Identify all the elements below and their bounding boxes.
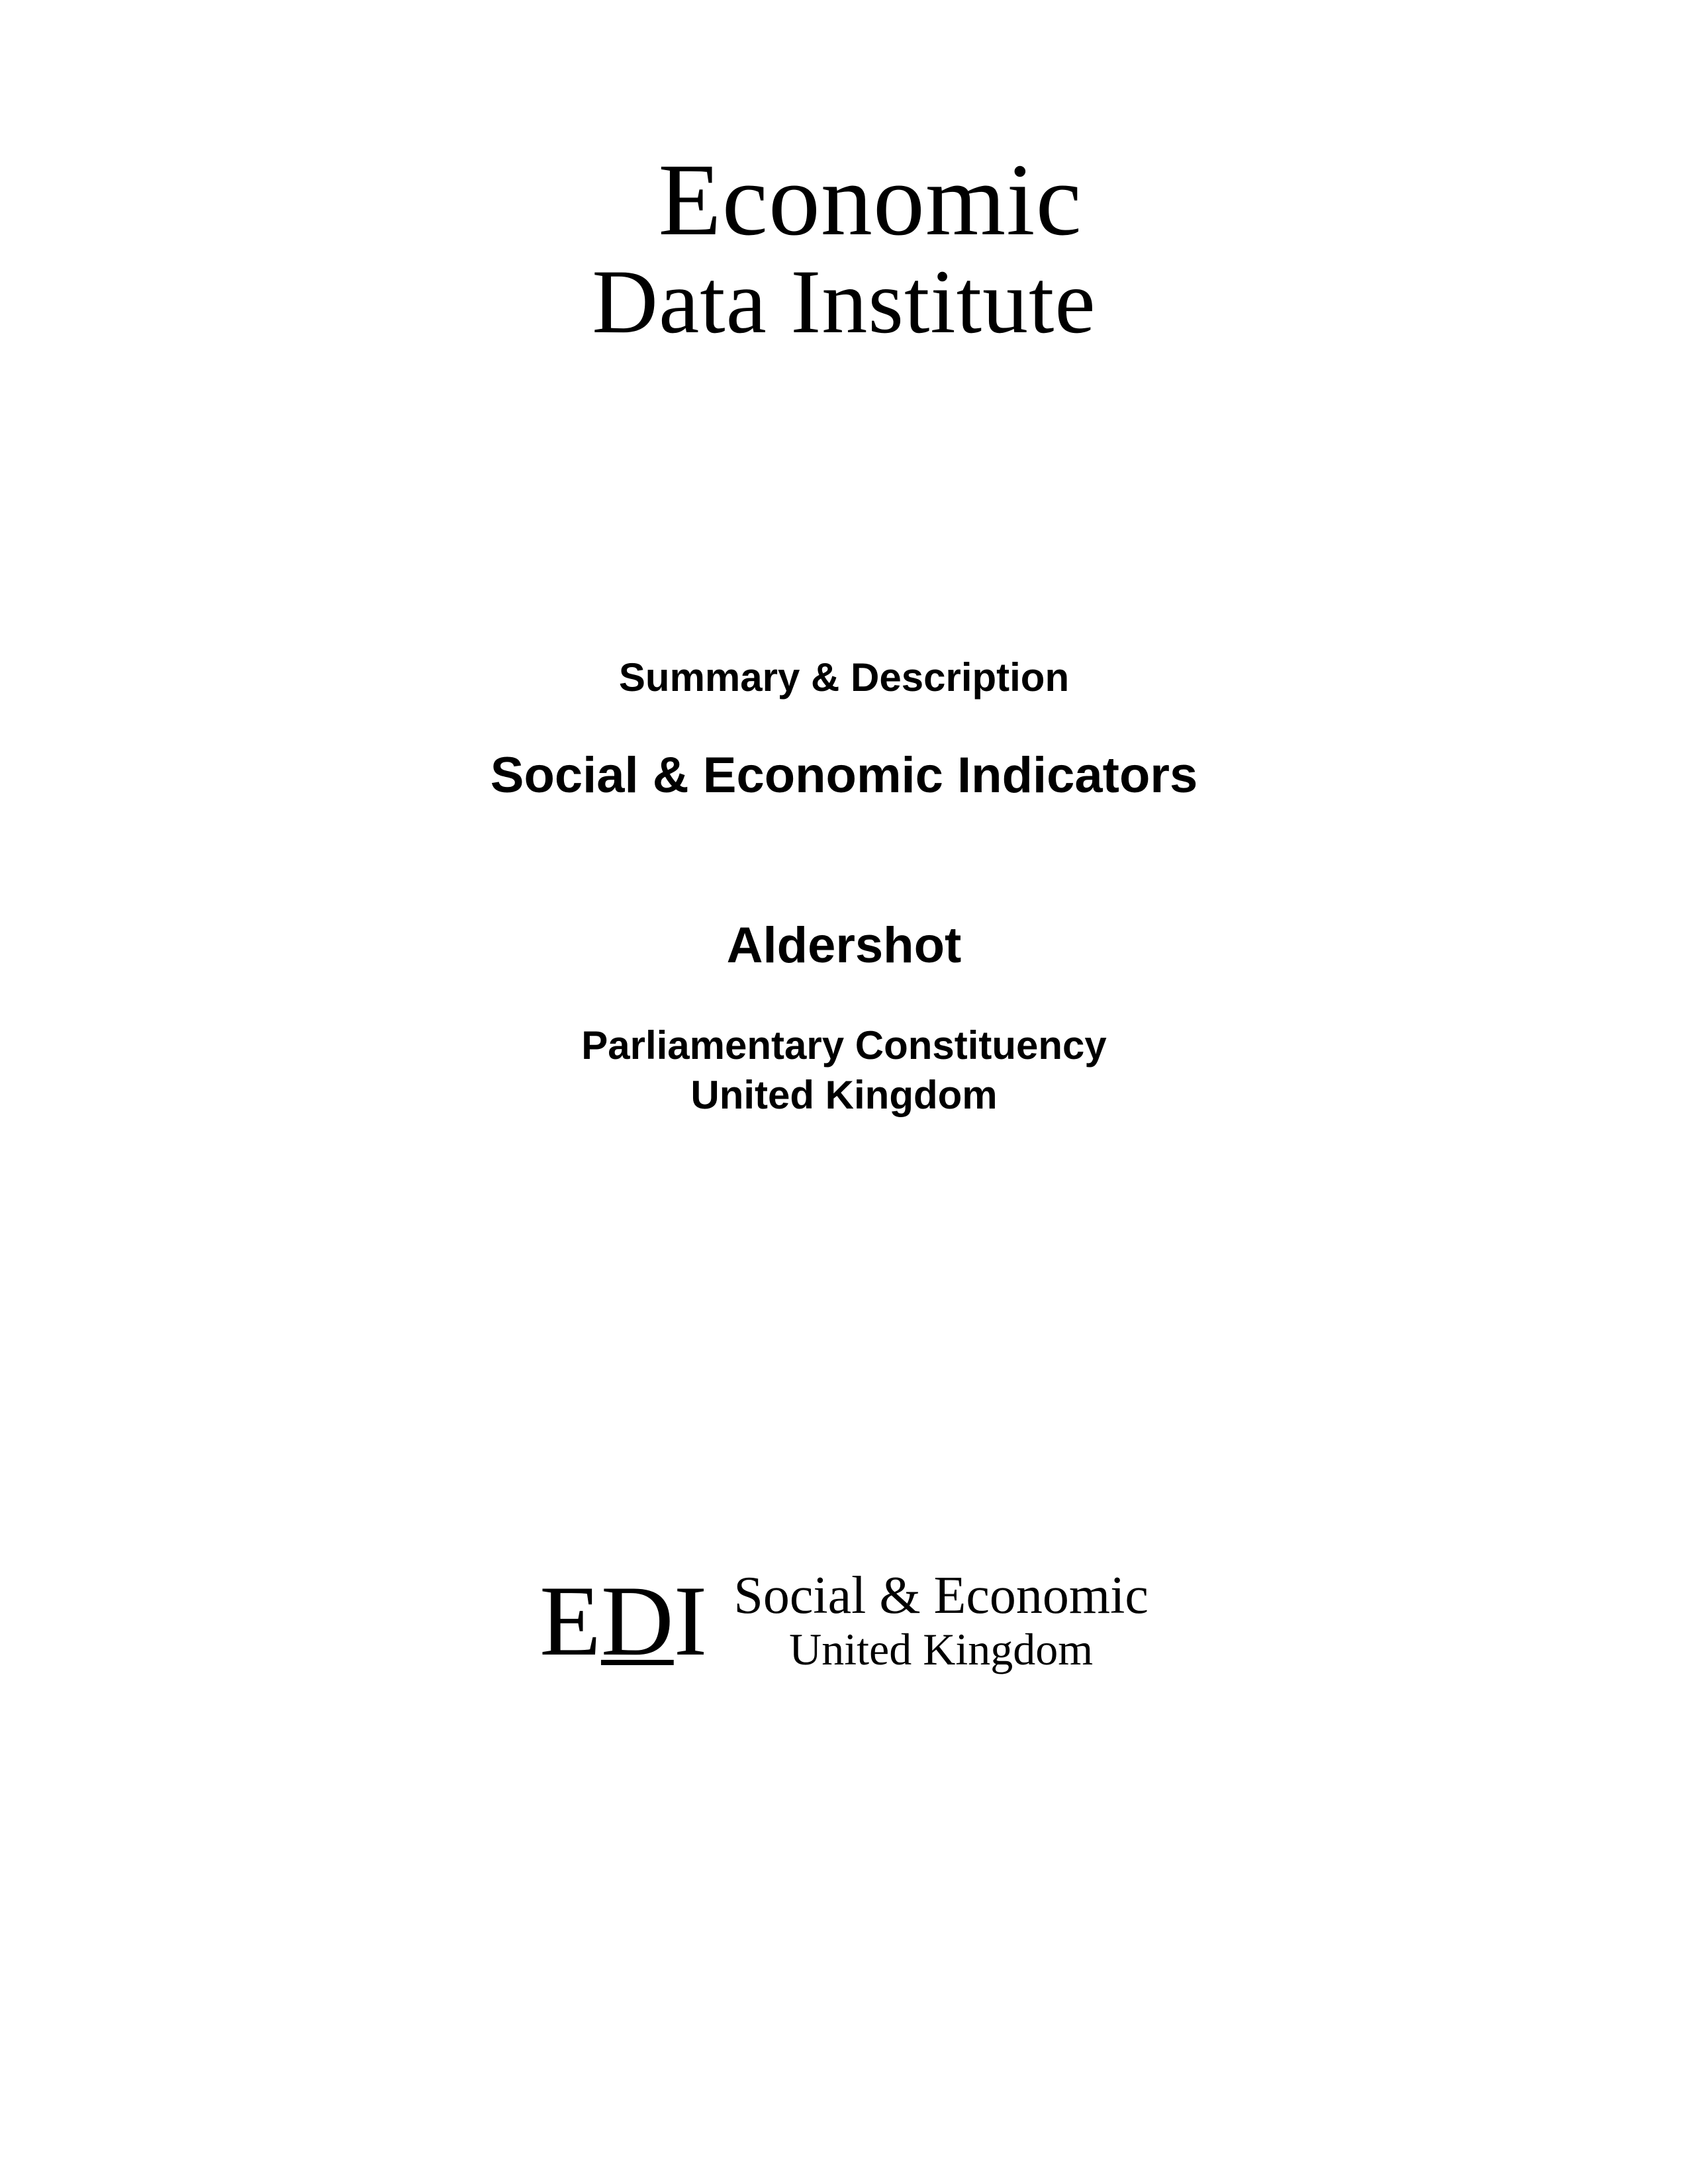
top-logo-line1: Economic (592, 146, 1096, 254)
bottom-logo: EDI Social & Economic United Kingdom (539, 1563, 1149, 1678)
bottom-logo-line1: Social & Economic (733, 1567, 1149, 1625)
main-title: Social & Economic Indicators (491, 747, 1198, 804)
constituency-line1: Parliamentary Constituency (491, 1021, 1198, 1070)
document-page: Economic Data Institute Summary & Descri… (0, 0, 1688, 2184)
edi-mark-i: I (674, 1563, 708, 1678)
edi-mark-d: D (601, 1563, 674, 1678)
constituency-line2: United Kingdom (491, 1070, 1198, 1120)
top-logo-line2: Data Institute (592, 254, 1096, 350)
subtitle: Summary & Description (491, 655, 1198, 700)
location-title: Aldershot (491, 917, 1198, 974)
bottom-logo-line2: United Kingdom (789, 1625, 1093, 1674)
bottom-logo-text: Social & Economic United Kingdom (733, 1567, 1149, 1674)
edi-mark: EDI (539, 1563, 707, 1678)
constituency-block: Parliamentary Constituency United Kingdo… (491, 1021, 1198, 1120)
edi-mark-e: E (539, 1563, 601, 1678)
content-block: Summary & Description Social & Economic … (491, 655, 1198, 1120)
top-logo: Economic Data Institute (592, 146, 1096, 350)
